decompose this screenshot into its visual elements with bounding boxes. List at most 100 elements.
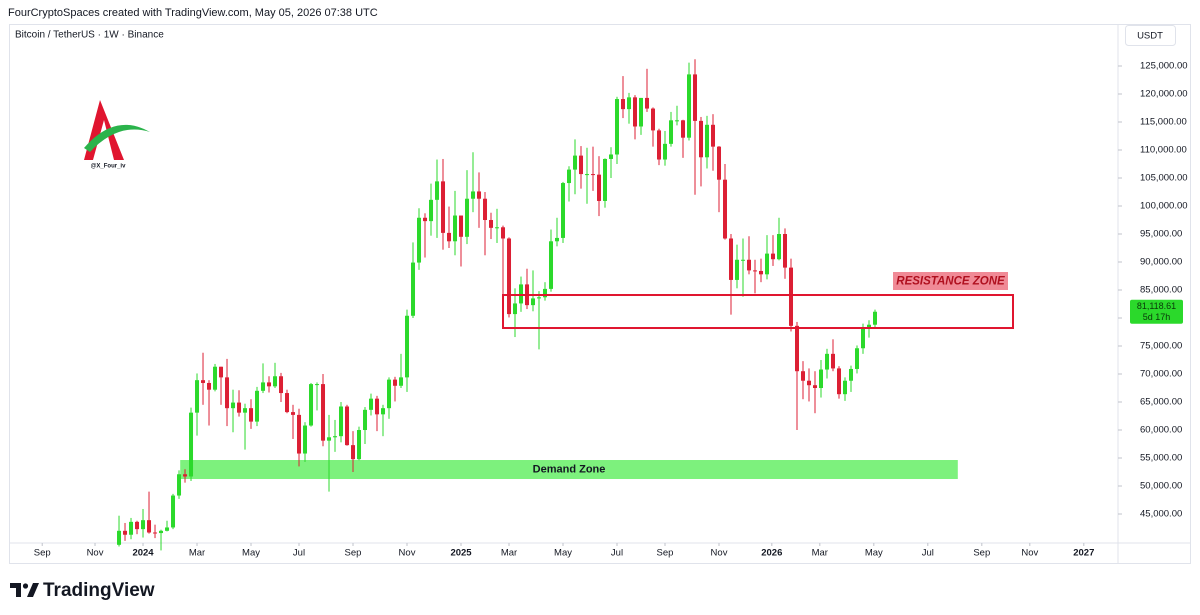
candle-body	[165, 527, 170, 531]
candle-body	[861, 327, 866, 349]
candle-body	[471, 191, 476, 199]
plot: 45,000.00 50,000.00 55,000.00 60,000.00 65,0…	[34, 59, 1188, 559]
candle-body	[273, 376, 278, 387]
candle-body	[267, 382, 272, 387]
brand: TradingView	[43, 580, 155, 601]
y-tick-label: 95,000.00	[1140, 229, 1182, 240]
candle-body	[759, 270, 764, 275]
y-tick-label: 50,000.00	[1140, 481, 1182, 492]
candle-body	[531, 298, 536, 306]
candle-body	[825, 353, 830, 370]
candle-body	[177, 474, 182, 496]
candle-body	[159, 530, 164, 534]
candle-body	[231, 402, 236, 409]
candle-body	[399, 377, 404, 386]
candle-body	[183, 474, 188, 477]
candle-body	[237, 402, 242, 413]
candle-body	[801, 371, 806, 381]
y-tick-label: 85,000.00	[1140, 285, 1182, 296]
candle-body	[555, 237, 560, 242]
candle-body	[213, 366, 218, 390]
candle-body	[225, 377, 230, 409]
logo: @X_Four_iv	[84, 100, 150, 170]
brand-icon-dot	[22, 583, 29, 589]
candle-body	[429, 199, 434, 222]
candle-body	[309, 384, 314, 426]
candle-body	[351, 445, 356, 460]
candle-body	[855, 348, 860, 369]
candle-body	[447, 232, 452, 242]
footer-logo: TradingView	[10, 580, 155, 601]
candle-body	[315, 384, 320, 386]
candle-body	[435, 181, 440, 200]
candle-body	[867, 324, 872, 328]
candle-body	[297, 414, 302, 454]
x-tick-label: Nov	[1021, 548, 1038, 559]
candle-body	[711, 124, 716, 147]
candle-body	[363, 409, 368, 431]
candle-body	[735, 259, 740, 280]
x-tick-label: Jul	[922, 548, 934, 559]
candle-body	[477, 191, 482, 199]
candle-body	[579, 155, 584, 175]
y-tick-label: 70,000.00	[1140, 369, 1182, 380]
y-tick-label: 55,000.00	[1140, 453, 1182, 464]
y-tick-label: 90,000.00	[1140, 257, 1182, 268]
candle-body	[417, 217, 422, 263]
candle-body	[729, 238, 734, 280]
last-price-label: 81,118.61	[1137, 301, 1176, 311]
demand-zone	[180, 460, 958, 480]
candle-body	[261, 382, 266, 391]
candle-body	[345, 406, 350, 446]
candle-body	[807, 380, 812, 386]
candle-body	[603, 158, 608, 201]
candle-body	[117, 530, 122, 545]
candle-body	[699, 120, 704, 158]
candle-body	[657, 130, 662, 160]
candle-body	[663, 143, 668, 160]
candle-body	[459, 215, 464, 237]
candle-body	[573, 155, 578, 170]
x-tick-label: Sep	[345, 548, 362, 559]
candle-body	[765, 253, 770, 275]
candle-body	[783, 234, 788, 268]
candle-body	[255, 390, 260, 422]
candle-body	[777, 234, 782, 260]
candle-body	[609, 154, 614, 159]
candle-body	[771, 253, 776, 260]
candle-body	[669, 120, 674, 144]
candle-body	[627, 97, 632, 110]
candle-body	[423, 217, 428, 222]
candle-body	[339, 406, 344, 437]
x-tick-label: Mar	[501, 548, 517, 559]
credit: FourCryptoSpaces created with TradingVie…	[8, 7, 378, 19]
logo-swoosh	[84, 124, 150, 152]
candle-body	[741, 259, 746, 261]
candle-body	[243, 408, 248, 413]
candle-body	[795, 325, 800, 372]
candle-body	[483, 198, 488, 221]
candle-body	[453, 215, 458, 242]
candle-body	[393, 379, 398, 386]
candle-body	[537, 297, 542, 299]
candle-body	[639, 97, 644, 127]
x-tick-label: May	[865, 548, 883, 559]
candle-body	[687, 74, 692, 138]
candle-body	[585, 174, 590, 176]
y-tick-label: 45,000.00	[1140, 509, 1182, 520]
candle-body	[843, 380, 848, 395]
candle-body	[369, 398, 374, 410]
y-tick-label: 110,000.00	[1140, 145, 1187, 156]
candle-body	[141, 520, 146, 530]
candle-body	[819, 369, 824, 389]
currency: USDT	[1137, 31, 1163, 42]
candle-body	[651, 108, 656, 131]
currency-box	[1125, 25, 1176, 46]
candle-body	[723, 179, 728, 239]
candle-body	[189, 412, 194, 477]
candle-body	[489, 220, 494, 228]
candle-body	[597, 174, 602, 201]
chart-frame	[9, 24, 1191, 564]
candle-body	[873, 311, 878, 325]
candle-body	[837, 368, 842, 395]
